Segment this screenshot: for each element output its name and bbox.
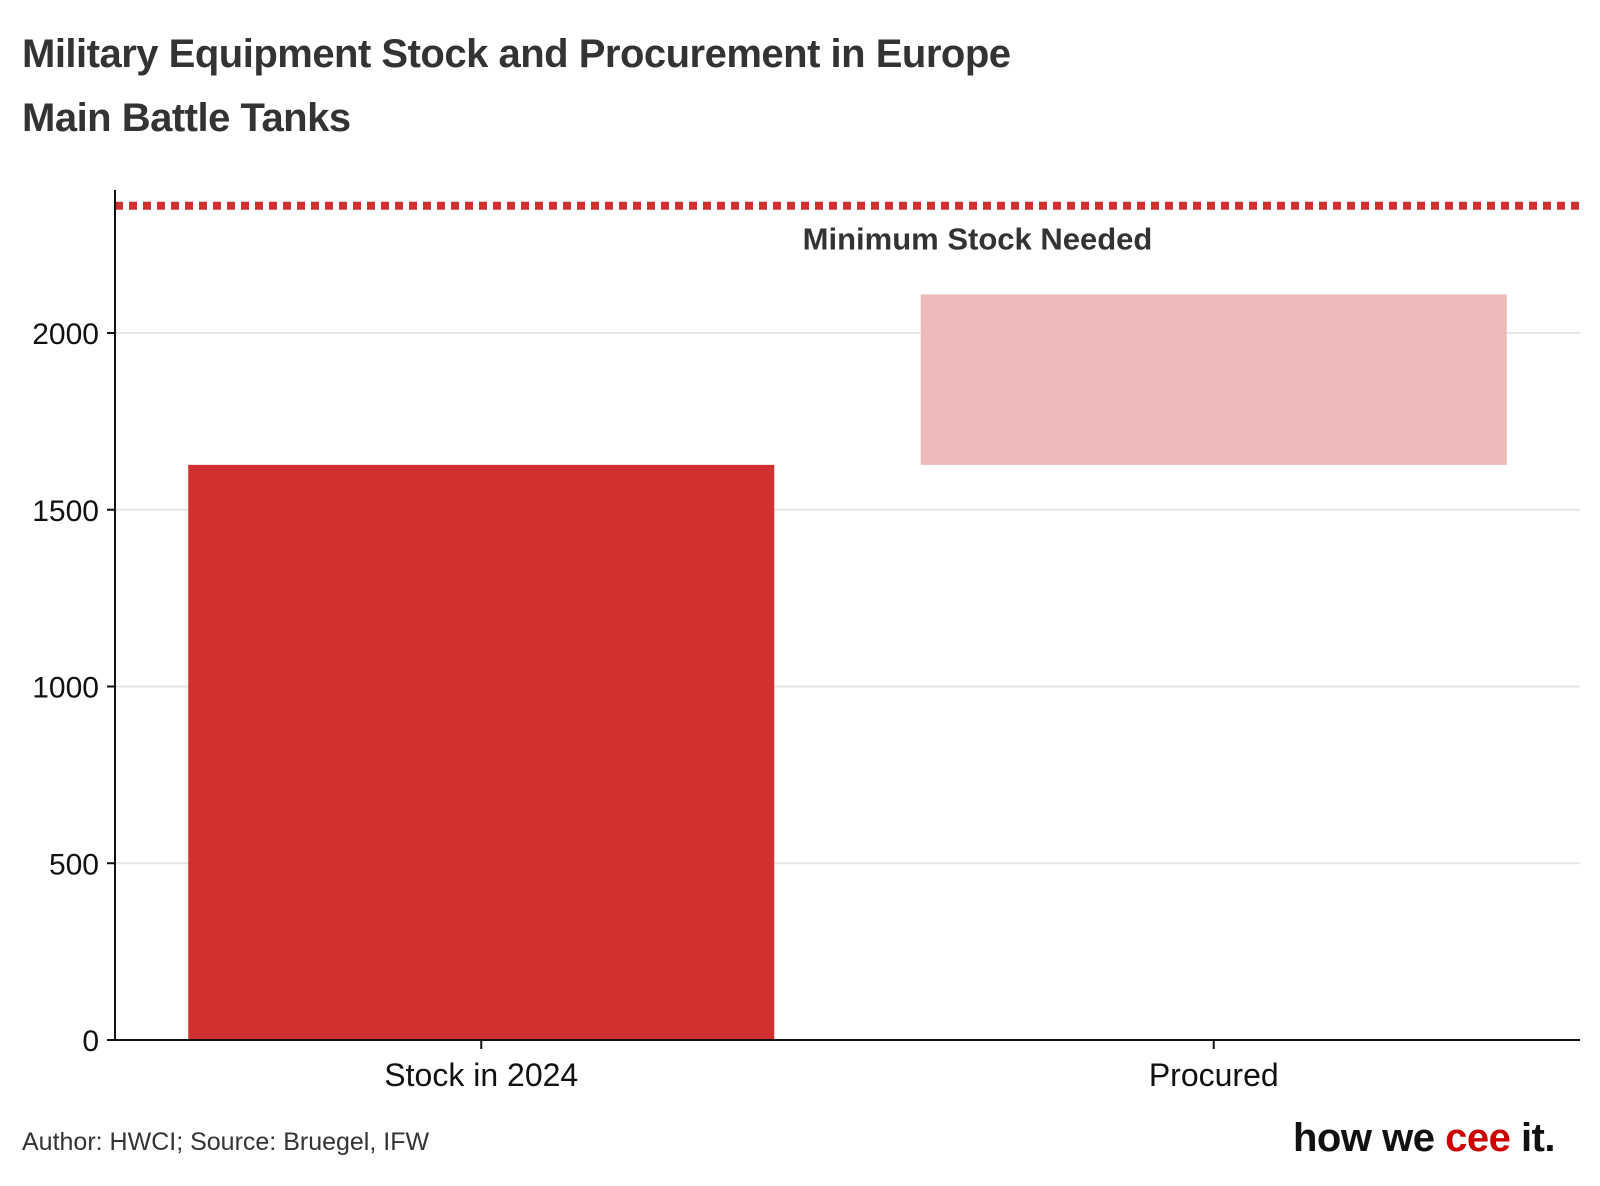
bar-procured	[920, 294, 1507, 465]
x-tick-label-1: Procured	[1149, 1057, 1279, 1093]
axes: 0 500 1000 1500 2000 Stock in 2024 Procured	[32, 190, 1580, 1093]
brand-logo: how we cee it.	[1293, 1116, 1555, 1161]
chart-title-block: Military Equipment Stock and Procurement…	[22, 22, 1011, 150]
y-tick-label-500: 500	[49, 848, 99, 881]
y-tick-label-0: 0	[82, 1025, 99, 1058]
brand-text-accent: cee	[1445, 1116, 1511, 1160]
reference-line-group: Minimum Stock Needed	[115, 201, 1580, 257]
chart-title: Military Equipment Stock and Procurement…	[22, 32, 1011, 76]
bars	[188, 294, 1507, 1041]
reference-line-label: Minimum Stock Needed	[803, 222, 1153, 257]
y-tick-label-2000: 2000	[32, 318, 99, 351]
y-tick-label-1500: 1500	[32, 495, 99, 528]
brand-text-2: it.	[1510, 1116, 1556, 1160]
chart-subtitle: Main Battle Tanks	[22, 96, 351, 140]
y-tick-label-1000: 1000	[32, 672, 99, 705]
bar-stock-in-2024	[188, 464, 775, 1041]
x-tick-label-0: Stock in 2024	[384, 1057, 578, 1093]
brand-text-1: how we	[1293, 1116, 1446, 1160]
source-note: Author: HWCI; Source: Bruegel, IFW	[22, 1128, 430, 1156]
